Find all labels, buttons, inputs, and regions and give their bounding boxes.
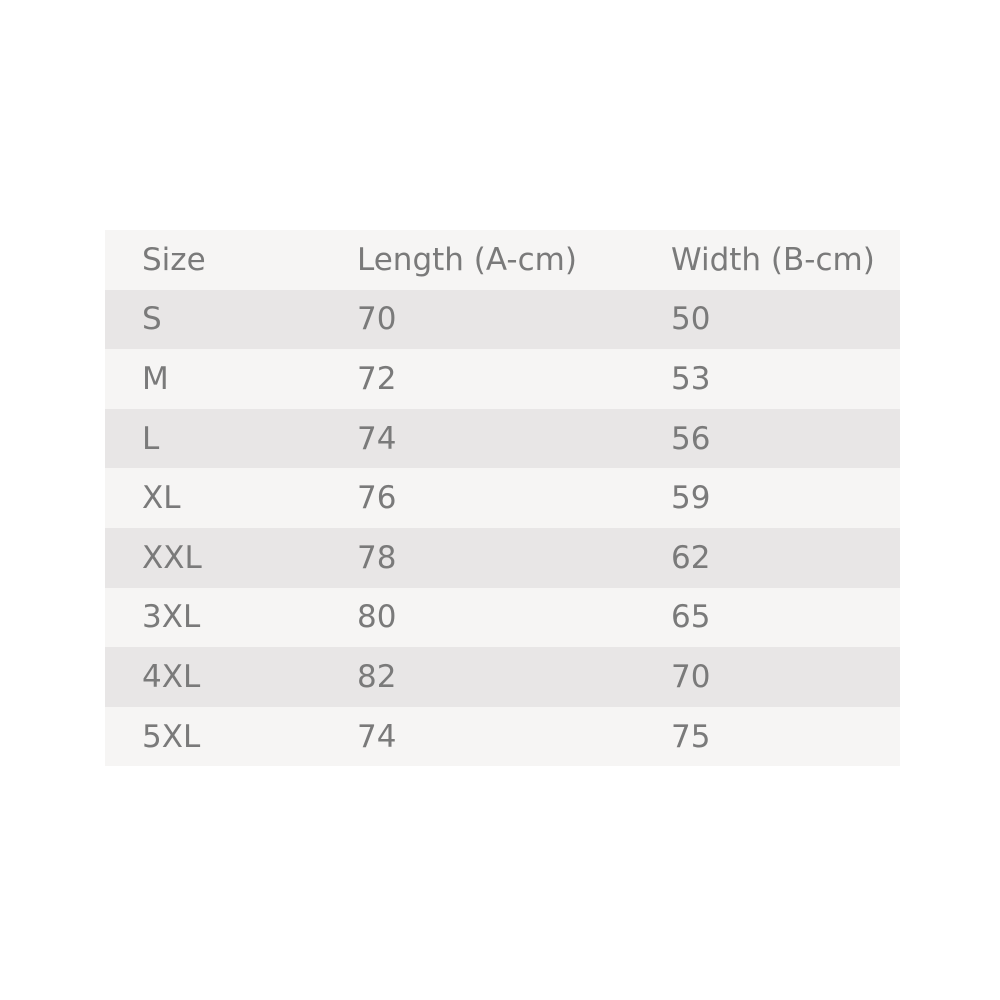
table-cell: L: [142, 420, 160, 457]
table-cell: Length (A-cm): [357, 241, 577, 278]
table-row: 3XL 80 65: [105, 587, 900, 648]
table-cell: Width (B-cm): [671, 241, 875, 278]
table-cell: 3XL: [142, 599, 201, 636]
table-cell: 70: [671, 658, 711, 695]
table-cell: 74: [357, 718, 397, 755]
table-row: M 72 53: [105, 349, 900, 409]
table-cell: 5XL: [142, 718, 201, 755]
table-row: S 70 50: [105, 289, 900, 350]
table-cell: 65: [671, 599, 711, 636]
table-cell: 56: [671, 420, 711, 457]
table-cell: 4XL: [142, 658, 201, 695]
size-table: Size Length (A-cm) Width (B-cm) S 70 50 M 72 53 L…: [105, 230, 900, 767]
table-cell: 75: [671, 718, 711, 755]
table-cell: 78: [357, 539, 397, 576]
table-cell: 53: [671, 360, 711, 397]
table-row: XXL 78 62: [105, 527, 900, 588]
table-cell: Size: [142, 241, 206, 278]
table-cell: 80: [357, 599, 397, 636]
table-cell: M: [142, 360, 169, 397]
table-row: XL 76 59: [105, 468, 900, 528]
table-cell: 50: [671, 301, 711, 338]
table-cell: 62: [671, 539, 711, 576]
table-cell: 82: [357, 658, 397, 695]
table-cell: XXL: [142, 539, 202, 576]
table-cell: S: [142, 301, 162, 338]
table-row: L 74 56: [105, 408, 900, 469]
table-row: 5XL 74 75: [105, 706, 900, 767]
header-row: Size Length (A-cm) Width (B-cm): [105, 230, 900, 290]
table-cell: 59: [671, 480, 711, 517]
table-cell: 70: [357, 301, 397, 338]
table-row: 4XL 82 70: [105, 647, 900, 707]
table-cell: 72: [357, 360, 397, 397]
table-cell: 76: [357, 480, 397, 517]
table-cell: 74: [357, 420, 397, 457]
table-cell: XL: [142, 480, 181, 517]
